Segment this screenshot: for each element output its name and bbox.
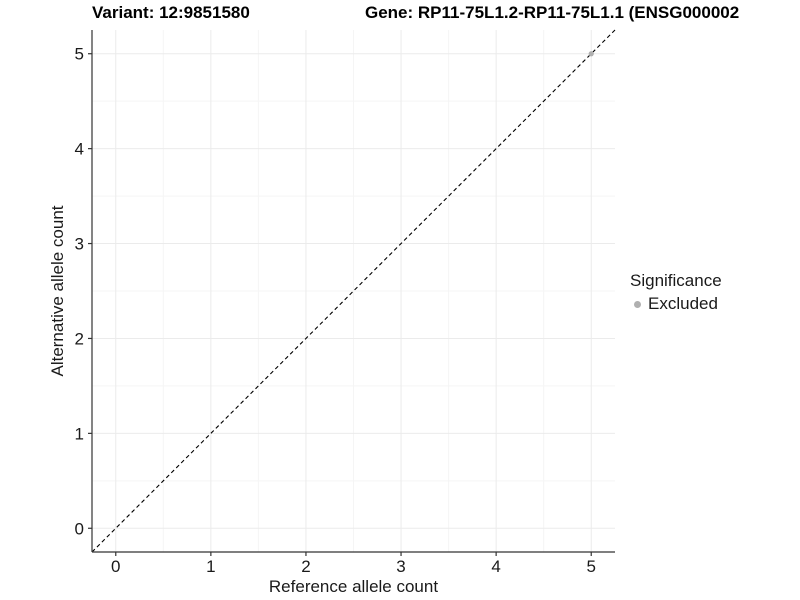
x-axis-title: Reference allele count xyxy=(268,577,439,596)
legend-item-label: Excluded xyxy=(648,294,718,313)
legend: Significance Excluded xyxy=(630,271,722,314)
x-tick-label: 3 xyxy=(396,557,405,576)
gene-title: Gene: RP11-75L1.2-RP11-75L1.1 (ENSG00000… xyxy=(365,3,740,22)
data-point-excluded xyxy=(588,51,594,57)
y-tick-label: 1 xyxy=(75,424,84,443)
x-tick-label: 5 xyxy=(586,557,595,576)
x-tick-label: 4 xyxy=(491,557,500,576)
x-tick-label: 1 xyxy=(206,557,215,576)
y-axis-title: Alternative allele count xyxy=(48,205,67,377)
legend-title: Significance xyxy=(630,271,722,290)
legend-key-point-icon xyxy=(634,300,641,308)
legend-item-excluded: Excluded xyxy=(630,294,722,314)
y-tick-label: 3 xyxy=(75,235,84,254)
y-tick-label: 2 xyxy=(75,329,84,348)
variant-title: Variant: 12:9851580 xyxy=(92,3,250,22)
y-tick-label: 5 xyxy=(75,45,84,64)
y-tick-label: 4 xyxy=(75,140,84,159)
y-tick-label: 0 xyxy=(75,519,84,538)
x-tick-label: 2 xyxy=(301,557,310,576)
x-tick-label: 0 xyxy=(111,557,120,576)
